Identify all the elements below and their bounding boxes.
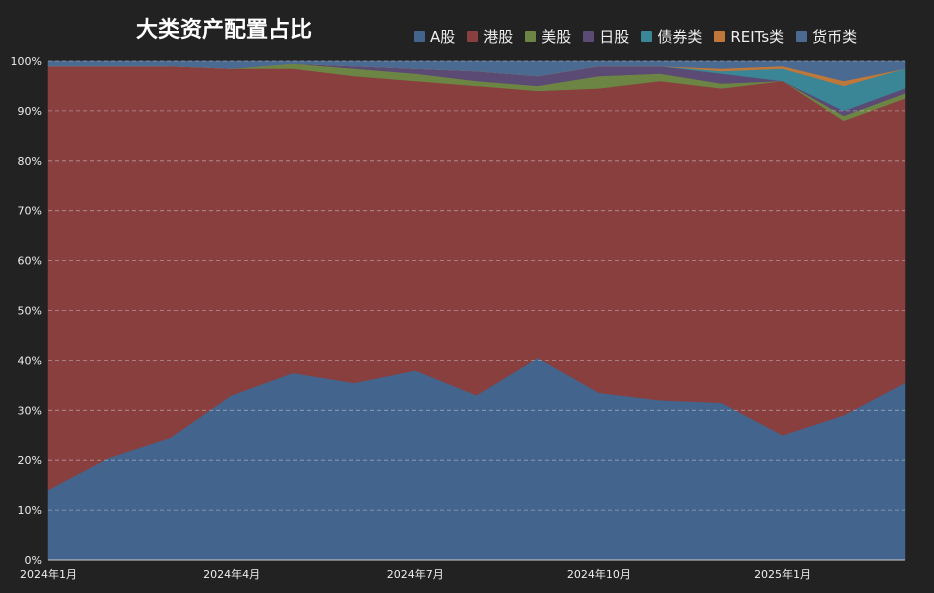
legend-swatch <box>583 31 595 42</box>
legend-label: A股 <box>430 28 456 46</box>
y-tick-label: 0% <box>25 554 42 567</box>
y-tick-label: 80% <box>18 155 42 168</box>
x-tick-label: 2024年1月 <box>20 567 77 581</box>
legend-item[interactable]: REITs类 <box>714 26 784 47</box>
y-tick-label: 40% <box>18 354 42 367</box>
y-tick-label: 100% <box>11 55 42 68</box>
x-tick-label: 2024年10月 <box>567 567 631 581</box>
y-tick-label: 60% <box>18 255 42 268</box>
y-tick-label: 20% <box>18 454 42 467</box>
legend-item[interactable]: A股 <box>414 26 455 47</box>
legend-item[interactable]: 港股 <box>467 26 513 47</box>
area-series[interactable] <box>47 60 906 82</box>
legend-swatch <box>796 31 808 42</box>
legend-swatch <box>525 31 537 42</box>
legend-label: 美股 <box>541 28 572 46</box>
y-tick-label: 10% <box>18 504 42 517</box>
legend-item[interactable]: 日股 <box>583 26 629 47</box>
legend-swatch <box>414 31 425 42</box>
legend-label: 日股 <box>599 28 630 46</box>
chart-title: 大类资产配置占比 <box>136 18 313 43</box>
legend-label: REITs类 <box>730 28 785 46</box>
legend-swatch <box>714 31 726 42</box>
y-tick-label: 30% <box>18 404 42 417</box>
legend-item[interactable]: 货币类 <box>796 26 857 47</box>
x-tick-label: 2024年7月 <box>387 567 444 581</box>
x-tick-label: 2024年4月 <box>203 567 260 581</box>
y-tick-label: 70% <box>18 205 42 218</box>
y-tick-label: 50% <box>18 305 42 318</box>
x-tick-label: 2025年1月 <box>754 567 811 581</box>
legend-label: 港股 <box>483 28 514 46</box>
legend: A股 港股 美股 日股 债券类 REITs类 货币类 <box>414 26 857 47</box>
y-tick-label: 90% <box>18 105 42 118</box>
legend-swatch <box>467 31 479 42</box>
legend-label: 债券类 <box>657 28 703 46</box>
legend-item[interactable]: 美股 <box>525 26 571 47</box>
legend-swatch <box>641 31 653 42</box>
legend-label: 货币类 <box>812 28 858 46</box>
legend-item[interactable]: 债券类 <box>641 26 702 47</box>
